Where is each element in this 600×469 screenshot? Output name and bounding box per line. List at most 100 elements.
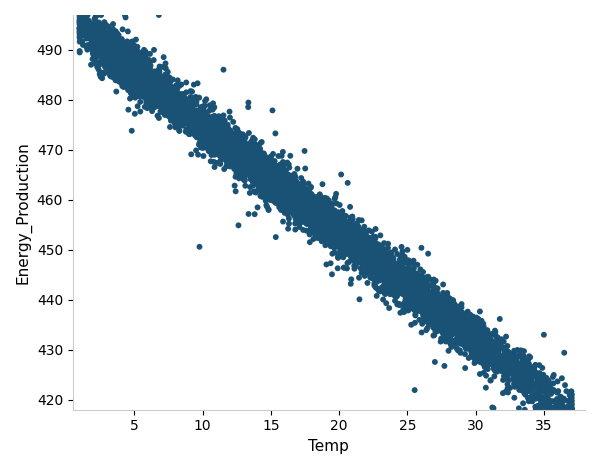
- Point: [131, 73, 140, 81]
- Point: [551, 406, 560, 414]
- Point: [85, 29, 95, 37]
- Point: [130, 61, 140, 68]
- Point: [125, 75, 134, 83]
- Point: [423, 300, 433, 307]
- Point: [266, 165, 276, 172]
- Point: [137, 76, 147, 83]
- Point: [305, 206, 315, 214]
- Point: [256, 168, 265, 175]
- Point: [533, 377, 543, 385]
- Point: [361, 270, 371, 278]
- Point: [434, 310, 444, 318]
- Point: [158, 85, 168, 93]
- Point: [375, 268, 385, 276]
- Point: [302, 210, 312, 217]
- Point: [155, 98, 164, 106]
- Point: [233, 150, 243, 157]
- Point: [449, 313, 459, 321]
- Point: [414, 298, 424, 305]
- Point: [343, 245, 353, 252]
- Point: [280, 185, 289, 193]
- Point: [319, 217, 328, 225]
- Point: [275, 185, 285, 192]
- Point: [128, 61, 137, 68]
- Point: [235, 136, 245, 144]
- Point: [439, 309, 448, 316]
- Point: [406, 296, 416, 304]
- Point: [363, 249, 373, 257]
- Point: [212, 159, 221, 166]
- Point: [340, 231, 350, 238]
- Point: [272, 174, 281, 182]
- Point: [205, 135, 215, 143]
- Point: [266, 181, 276, 189]
- Point: [200, 108, 209, 116]
- Point: [318, 204, 328, 212]
- Point: [442, 318, 451, 325]
- Point: [132, 71, 142, 78]
- Point: [91, 13, 100, 21]
- Point: [106, 48, 115, 55]
- Point: [233, 139, 243, 147]
- Point: [292, 181, 302, 188]
- Point: [247, 176, 257, 184]
- Point: [489, 349, 499, 356]
- Point: [378, 267, 388, 274]
- Point: [142, 75, 151, 83]
- Point: [421, 294, 430, 302]
- Point: [162, 79, 172, 86]
- Point: [207, 121, 217, 129]
- Point: [286, 182, 296, 189]
- Point: [110, 31, 120, 39]
- Point: [470, 324, 480, 331]
- Point: [197, 137, 207, 144]
- Point: [226, 144, 235, 151]
- Point: [210, 126, 220, 134]
- Point: [429, 319, 439, 327]
- Point: [388, 270, 398, 277]
- Point: [470, 339, 480, 347]
- Point: [129, 59, 139, 66]
- Point: [235, 152, 244, 160]
- Point: [524, 356, 533, 363]
- Point: [228, 154, 238, 162]
- Point: [148, 69, 158, 76]
- Point: [146, 93, 156, 100]
- Point: [142, 93, 151, 100]
- Point: [125, 52, 135, 60]
- Point: [318, 201, 328, 209]
- Point: [330, 220, 340, 228]
- Point: [461, 331, 471, 338]
- Point: [275, 181, 284, 188]
- Point: [165, 81, 175, 89]
- Point: [275, 185, 285, 193]
- Point: [566, 406, 576, 414]
- Point: [315, 213, 325, 221]
- Point: [75, 38, 85, 45]
- Point: [127, 70, 136, 78]
- Point: [185, 108, 195, 116]
- Point: [521, 364, 530, 372]
- Point: [276, 176, 286, 183]
- Point: [118, 44, 127, 52]
- Point: [110, 74, 120, 81]
- Point: [265, 196, 275, 204]
- Point: [257, 163, 266, 170]
- Point: [141, 92, 151, 100]
- Point: [227, 159, 237, 166]
- Point: [464, 328, 473, 336]
- Point: [327, 220, 337, 228]
- Point: [117, 56, 127, 64]
- Point: [206, 134, 216, 141]
- Point: [251, 179, 261, 186]
- Point: [205, 121, 214, 128]
- Point: [163, 106, 172, 113]
- Point: [256, 174, 265, 181]
- Point: [422, 296, 431, 303]
- Point: [118, 68, 128, 76]
- Point: [239, 156, 249, 164]
- Point: [243, 154, 253, 161]
- Point: [469, 336, 478, 344]
- Point: [358, 232, 367, 239]
- Point: [219, 150, 229, 157]
